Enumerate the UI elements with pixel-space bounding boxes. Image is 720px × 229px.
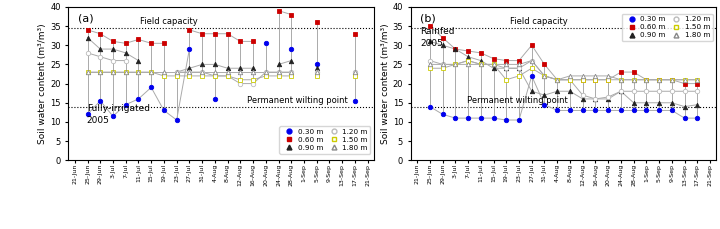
Legend: 0.30 m, 0.60 m, 0.90 m, 1.20 m, 1.50 m, 1.80 m: 0.30 m, 0.60 m, 0.90 m, 1.20 m, 1.50 m, … bbox=[279, 126, 371, 154]
Legend: 0.30 m, 0.60 m, 0.90 m, 1.20 m, 1.50 m, 1.80 m: 0.30 m, 0.60 m, 0.90 m, 1.20 m, 1.50 m, … bbox=[621, 14, 713, 41]
Text: Field capacity: Field capacity bbox=[140, 17, 198, 26]
Text: Field capacity: Field capacity bbox=[510, 17, 568, 26]
Text: Fully-irrigated
2005: Fully-irrigated 2005 bbox=[86, 104, 150, 125]
Y-axis label: Soil water content (m³/m³): Soil water content (m³/m³) bbox=[381, 23, 390, 144]
Text: Rainfed
2005: Rainfed 2005 bbox=[420, 27, 454, 48]
Y-axis label: Soil water content (m³/m³): Soil water content (m³/m³) bbox=[38, 23, 48, 144]
Text: Permanent wilting point: Permanent wilting point bbox=[247, 96, 348, 105]
Text: (b): (b) bbox=[420, 13, 436, 23]
Text: Permanent wilting point: Permanent wilting point bbox=[467, 96, 568, 105]
Text: (a): (a) bbox=[78, 13, 93, 23]
